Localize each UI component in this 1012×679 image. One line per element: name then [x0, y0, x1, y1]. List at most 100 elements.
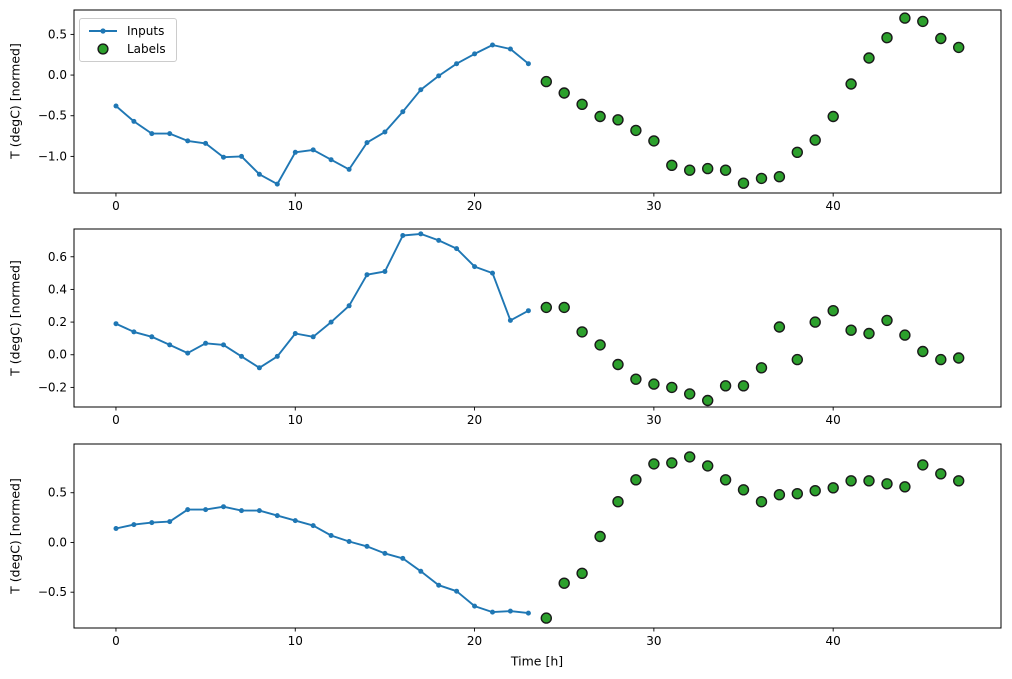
inputs-marker	[239, 153, 244, 159]
inputs-marker	[525, 308, 531, 314]
x-tick-label: 0	[112, 413, 120, 427]
inputs-marker	[239, 353, 244, 359]
x-axis-label: Time [h]	[510, 653, 564, 669]
inputs-marker	[292, 149, 298, 155]
labels-marker	[755, 172, 768, 185]
x-tick-label: 20	[467, 634, 482, 648]
labels-marker	[737, 380, 750, 392]
labels-marker	[630, 474, 642, 486]
labels-marker	[558, 301, 570, 314]
inputs-marker	[274, 181, 280, 187]
labels-marker	[863, 475, 875, 487]
inputs-marker	[382, 550, 388, 556]
inputs-marker	[382, 269, 388, 274]
labels-marker	[594, 530, 606, 543]
inputs-marker	[185, 138, 191, 144]
inputs-marker	[149, 334, 155, 340]
x-tick-label: 30	[646, 413, 661, 427]
inputs-marker	[292, 518, 298, 524]
labels-marker	[809, 485, 821, 497]
inputs-marker	[113, 526, 119, 531]
inputs-marker	[382, 129, 388, 135]
inputs-marker	[274, 353, 280, 359]
inputs-marker	[185, 507, 191, 513]
inputs-marker	[113, 103, 119, 109]
inputs-marker	[221, 504, 226, 510]
labels-marker	[809, 134, 821, 146]
x-tick-label: 30	[646, 634, 661, 648]
labels-marker	[917, 15, 929, 28]
labels-marker	[630, 373, 642, 385]
x-tick-label: 40	[826, 413, 841, 427]
inputs-marker	[490, 270, 495, 276]
inputs-marker	[292, 331, 298, 336]
labels-marker	[594, 339, 606, 351]
inputs-marker	[310, 334, 316, 340]
inputs-marker	[454, 588, 460, 594]
legend: Inputs Labels	[79, 18, 177, 62]
labels-marker	[648, 378, 660, 390]
inputs-marker	[346, 539, 352, 544]
inputs-marker	[113, 321, 119, 327]
y-axis-label-subplot-3: T (degC) [normed]	[7, 478, 23, 594]
y-tick-label: 0.6	[48, 250, 67, 264]
subplot-1-axes: 0 10 20 30 40 0.5 0.0 −0.5 −1.0	[38, 9, 1002, 213]
labels-marker	[899, 481, 911, 493]
labels-marker	[684, 451, 696, 463]
labels-marker	[737, 177, 750, 189]
inputs-marker	[507, 46, 513, 52]
y-tick-label: 0.5	[48, 27, 67, 41]
labels-marker	[881, 478, 893, 490]
inputs-marker	[256, 171, 262, 177]
inputs-marker	[364, 140, 370, 146]
inputs-marker	[346, 166, 352, 172]
inputs-marker	[436, 237, 442, 243]
labels-marker	[953, 352, 965, 364]
inputs-marker	[239, 508, 244, 514]
labels-marker	[540, 612, 552, 624]
inputs-marker	[203, 340, 209, 346]
inputs-marker	[328, 319, 334, 325]
inputs-marker	[167, 519, 173, 525]
labels-marker	[773, 170, 786, 183]
subplot-2-axes: 0 10 20 30 40 0.6 0.4 0.2 0.0 −0.2	[38, 228, 1002, 427]
inputs-marker	[418, 568, 424, 574]
y-axis-label-subplot-1: T (degC) [normed]	[7, 43, 23, 159]
labels-marker	[773, 489, 786, 501]
inputs-line-dot-icon	[89, 28, 117, 34]
axes-frame	[73, 228, 1002, 408]
labels-marker	[702, 460, 714, 472]
labels-marker	[773, 321, 786, 333]
labels-marker	[594, 110, 606, 123]
inputs-marker	[149, 131, 155, 137]
y-tick-label: 0.0	[48, 535, 67, 549]
inputs-marker	[436, 582, 442, 588]
inputs-marker	[490, 42, 495, 48]
legend-label-inputs: Inputs	[127, 24, 165, 38]
labels-marker	[917, 345, 929, 358]
labels-marker	[719, 380, 732, 392]
inputs-marker	[525, 610, 531, 616]
inputs-marker	[203, 507, 209, 513]
labels-marker	[899, 12, 911, 24]
y-tick-label: 0.4	[48, 282, 67, 296]
subplot-3-axes: 0 10 20 30 40 0.5 0.0 −0.5	[38, 443, 1002, 648]
labels-marker	[648, 135, 660, 147]
inputs-marker	[472, 51, 478, 57]
labels-marker	[791, 146, 803, 159]
axes-frame	[73, 443, 1002, 629]
inputs-marker	[472, 264, 478, 270]
x-tick-label: 0	[112, 634, 120, 648]
inputs-marker	[131, 329, 137, 335]
inputs-line	[115, 44, 530, 186]
labels-marker	[809, 316, 821, 328]
inputs-marker	[328, 533, 334, 538]
labels-marker	[755, 362, 768, 374]
labels-marker	[684, 164, 696, 176]
labels-marker	[863, 52, 875, 64]
labels-marker	[791, 353, 803, 366]
labels-marker	[702, 394, 714, 407]
labels-marker	[540, 301, 552, 314]
labels-marker	[648, 458, 660, 470]
